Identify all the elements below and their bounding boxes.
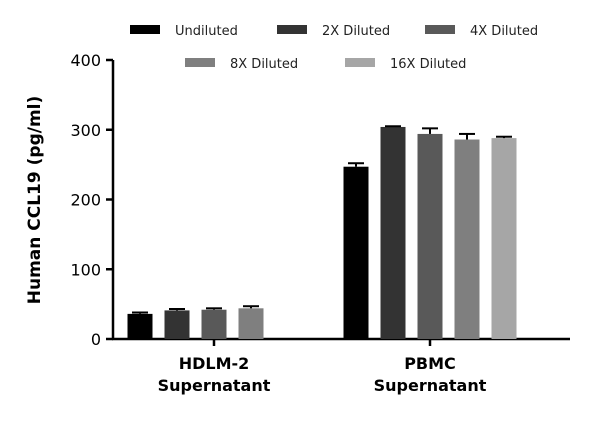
y-tick-label: 300 (70, 121, 101, 140)
legend-swatch (277, 25, 307, 34)
bar (380, 126, 406, 340)
bar (343, 166, 369, 339)
y-tick-label: 0 (91, 330, 101, 349)
x-axis: HDLM-2 Supernatant PBMC Supernatant (112, 337, 570, 395)
legend-label: 2X Diluted (322, 24, 390, 39)
legend-label: 8X Diluted (230, 57, 298, 72)
y-tick-label: 100 (70, 260, 101, 279)
legend-swatch (185, 58, 215, 67)
x-tick-label: Supernatant (374, 376, 487, 395)
bar (238, 308, 264, 339)
bar (164, 310, 190, 339)
x-tick-label: HDLM-2 (179, 354, 250, 373)
bar (454, 139, 480, 339)
legend-label: 4X Diluted (470, 24, 538, 39)
bar (417, 133, 443, 339)
legend-swatch (345, 58, 375, 67)
legend-swatch (425, 25, 455, 34)
legend: Undiluted 2X Diluted 4X Diluted 8X Diluted 1… (130, 24, 538, 72)
x-tick-label: PBMC (404, 354, 456, 373)
y-axis-label: Human CCL19 (pg/ml) (25, 96, 45, 305)
y-axis: 0 100 200 300 400 (70, 51, 115, 349)
bar (201, 309, 227, 339)
legend-swatch (130, 25, 160, 34)
legend-label: Undiluted (175, 24, 238, 39)
x-tick-label: Supernatant (158, 376, 271, 395)
y-tick-label: 200 (70, 191, 101, 210)
legend-label: 16X Diluted (390, 57, 466, 72)
y-tick-label: 400 (70, 51, 101, 70)
bars (127, 125, 517, 340)
bar (127, 313, 153, 339)
bar (491, 138, 517, 339)
